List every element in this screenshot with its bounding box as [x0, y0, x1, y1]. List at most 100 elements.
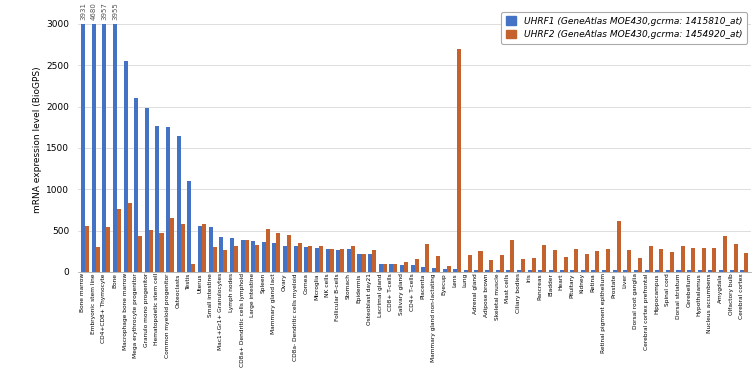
Bar	[298, 243, 302, 272]
Bar	[723, 236, 727, 272]
Legend: UHRF1 (GeneAtlas MOE430,gcrma: 1415810_at), UHRF2 (GeneAtlas MOE430,gcrma: 14549: UHRF1 (GeneAtlas MOE430,gcrma: 1415810_a…	[501, 12, 746, 44]
Bar	[361, 254, 366, 272]
Bar	[691, 248, 695, 272]
Bar	[702, 248, 706, 272]
Bar	[681, 246, 685, 272]
Bar	[596, 251, 599, 272]
Bar	[400, 265, 404, 272]
Bar	[198, 226, 202, 272]
Bar	[549, 270, 553, 272]
Bar	[436, 256, 440, 272]
Bar	[570, 270, 575, 272]
Bar	[383, 263, 387, 272]
Bar	[192, 263, 195, 272]
Bar	[213, 247, 216, 272]
Text: 3957: 3957	[101, 2, 107, 20]
Bar	[340, 249, 345, 272]
Bar	[389, 265, 394, 272]
Bar	[467, 255, 472, 272]
Bar	[485, 270, 489, 272]
Bar	[708, 270, 713, 272]
Bar	[613, 270, 617, 272]
Bar	[372, 250, 376, 272]
Bar	[209, 227, 213, 272]
Bar	[277, 233, 280, 272]
Bar	[319, 246, 323, 272]
Bar	[170, 218, 174, 272]
Bar	[517, 270, 521, 272]
Bar	[223, 249, 227, 272]
Bar	[96, 247, 100, 272]
Text: 3955: 3955	[112, 2, 118, 20]
Text: 3931: 3931	[80, 2, 86, 20]
Bar	[697, 270, 702, 272]
Bar	[160, 233, 164, 272]
Bar	[585, 255, 589, 272]
Bar	[415, 259, 418, 272]
Bar	[734, 244, 737, 272]
Bar	[329, 249, 334, 272]
Bar	[255, 245, 259, 272]
Bar	[92, 24, 96, 272]
Bar	[648, 246, 653, 272]
Bar	[117, 209, 121, 272]
Bar	[453, 269, 457, 272]
Bar	[495, 270, 500, 272]
Bar	[326, 249, 329, 272]
Bar	[457, 49, 461, 272]
Bar	[500, 255, 504, 272]
Bar	[219, 237, 223, 272]
Bar	[308, 246, 312, 272]
Bar	[187, 181, 192, 272]
Bar	[638, 258, 642, 272]
Bar	[559, 270, 563, 272]
Bar	[655, 270, 659, 272]
Bar	[394, 265, 397, 272]
Bar	[127, 203, 132, 272]
Bar	[103, 24, 106, 272]
Bar	[85, 226, 89, 272]
Bar	[202, 224, 206, 272]
Bar	[351, 246, 355, 272]
Bar	[730, 270, 734, 272]
Bar	[305, 247, 308, 272]
Bar	[744, 253, 749, 272]
Bar	[740, 270, 744, 272]
Text: 4680: 4680	[90, 2, 97, 20]
Bar	[528, 270, 532, 272]
Bar	[166, 127, 170, 272]
Bar	[176, 136, 181, 272]
Bar	[368, 254, 372, 272]
Bar	[606, 249, 610, 272]
Bar	[113, 24, 117, 272]
Bar	[134, 98, 138, 272]
Bar	[262, 242, 266, 272]
Bar	[315, 248, 319, 272]
Bar	[538, 270, 542, 272]
Bar	[145, 108, 149, 272]
Bar	[124, 61, 127, 272]
Bar	[634, 270, 638, 272]
Bar	[181, 224, 185, 272]
Bar	[244, 240, 249, 272]
Bar	[624, 270, 627, 272]
Bar	[479, 251, 483, 272]
Bar	[241, 240, 244, 272]
Bar	[687, 270, 691, 272]
Bar	[474, 270, 479, 272]
Bar	[425, 244, 429, 272]
Bar	[251, 241, 255, 272]
Bar	[659, 249, 664, 272]
Bar	[627, 250, 631, 272]
Bar	[602, 270, 606, 272]
Y-axis label: mRNA expression level (BioGPS): mRNA expression level (BioGPS)	[33, 66, 42, 213]
Bar	[155, 127, 160, 272]
Bar	[336, 249, 340, 272]
Bar	[581, 270, 585, 272]
Bar	[713, 248, 716, 272]
Bar	[234, 246, 238, 272]
Bar	[443, 269, 446, 272]
Bar	[532, 258, 535, 272]
Bar	[81, 24, 85, 272]
Bar	[287, 235, 291, 272]
